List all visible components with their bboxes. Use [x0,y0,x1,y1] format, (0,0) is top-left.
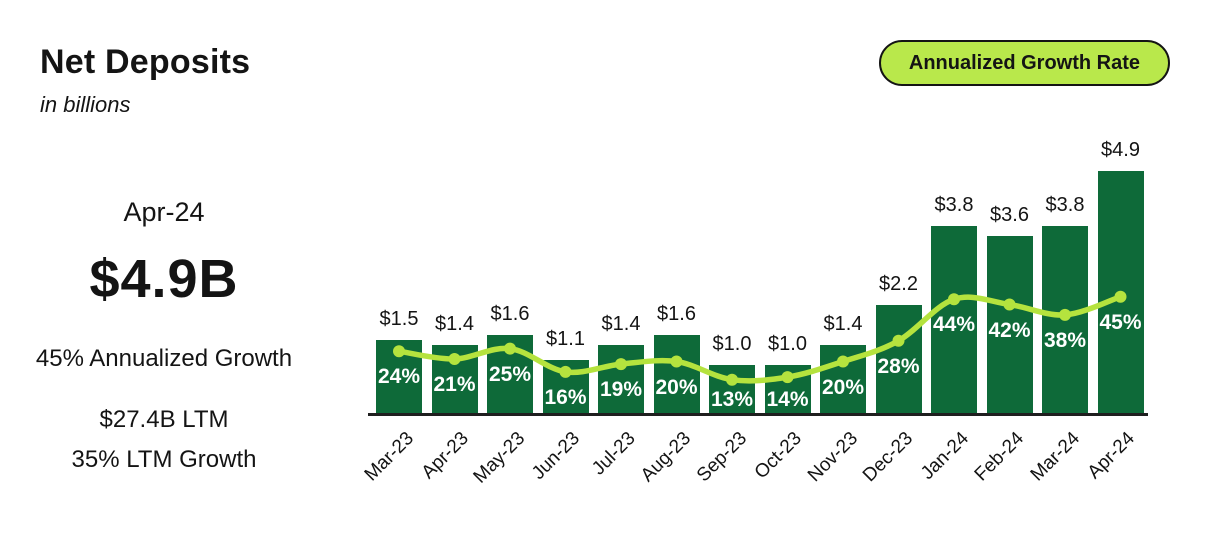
legend-badge-annualized-growth-rate: Annualized Growth Rate [878,40,1170,86]
bar-value-label: $1.4 [823,313,863,336]
page-subtitle: in billions [40,92,131,117]
latest-value: $4.9B [89,249,239,309]
ltm-value-stat: $27.4B LTM [99,406,229,433]
growth-point-label: 19% [599,378,643,402]
bar-value-label: $3.8 [1045,193,1085,216]
growth-point-label: 16% [544,385,587,409]
growth-point-label: 42% [988,318,1031,342]
bar-value-label: $3.6 [990,203,1029,226]
x-tick-label: May-23 [469,428,529,488]
growth-point-label: 44% [932,313,976,337]
ltm-growth-stat: 35% LTM Growth [71,446,257,473]
growth-point-label: 13% [710,388,754,411]
bar-value-label: $2.2 [879,273,918,296]
x-tick-label: Feb-24 [970,428,1029,486]
x-tick-label: Jun-23 [528,428,585,484]
legend-badge-label: Annualized Growth Rate [908,51,1140,74]
growth-point-label: 24% [377,365,421,389]
page-title: Net Deposits [40,43,251,81]
x-tick-label: Apr-23 [418,428,474,484]
latest-period-label: Apr-24 [123,197,205,227]
x-tick-label: Mar-23 [360,428,418,486]
x-tick-label: Jul-23 [588,428,640,480]
growth-point-label: 14% [766,388,809,411]
x-tick-label: Oct-23 [751,428,807,484]
bar-value-label: $1.6 [490,303,530,326]
x-tick-label: Jan-24 [916,428,973,484]
x-tick-label: Sep-23 [692,428,751,487]
growth-point-label: 20% [821,375,865,399]
growth-point-label: 28% [877,354,920,378]
bar-value-label: $3.8 [934,193,974,216]
bar-mar-24 [1042,225,1088,415]
bar-value-label: $4.9 [1101,139,1140,161]
summary-panel: Apr-24 $4.9B 45% Annualized Growth $27.4… [10,196,318,474]
growth-point-label: 21% [433,373,476,396]
growth-point-label: 20% [655,375,698,399]
growth-point-label: 45% [1099,310,1142,334]
bar-value-label: $1.6 [657,303,696,326]
bar-apr-24 [1097,171,1144,415]
x-tick-label: Aug-23 [637,428,696,487]
x-tick-label: Apr-24 [1084,428,1140,484]
x-axis-line [368,413,1148,416]
growth-point-label: 25% [488,362,532,386]
growth-point-label: 38% [1043,328,1087,352]
x-tick-label: Nov-23 [803,428,862,487]
title-block: Net Deposits in billions [40,44,250,118]
bar-value-label: $1.0 [768,333,807,356]
x-tick-label: Dec-23 [859,428,918,487]
x-tick-label: Mar-24 [1026,428,1084,486]
annualized-growth-stat: 45% Annualized Growth [35,345,293,372]
